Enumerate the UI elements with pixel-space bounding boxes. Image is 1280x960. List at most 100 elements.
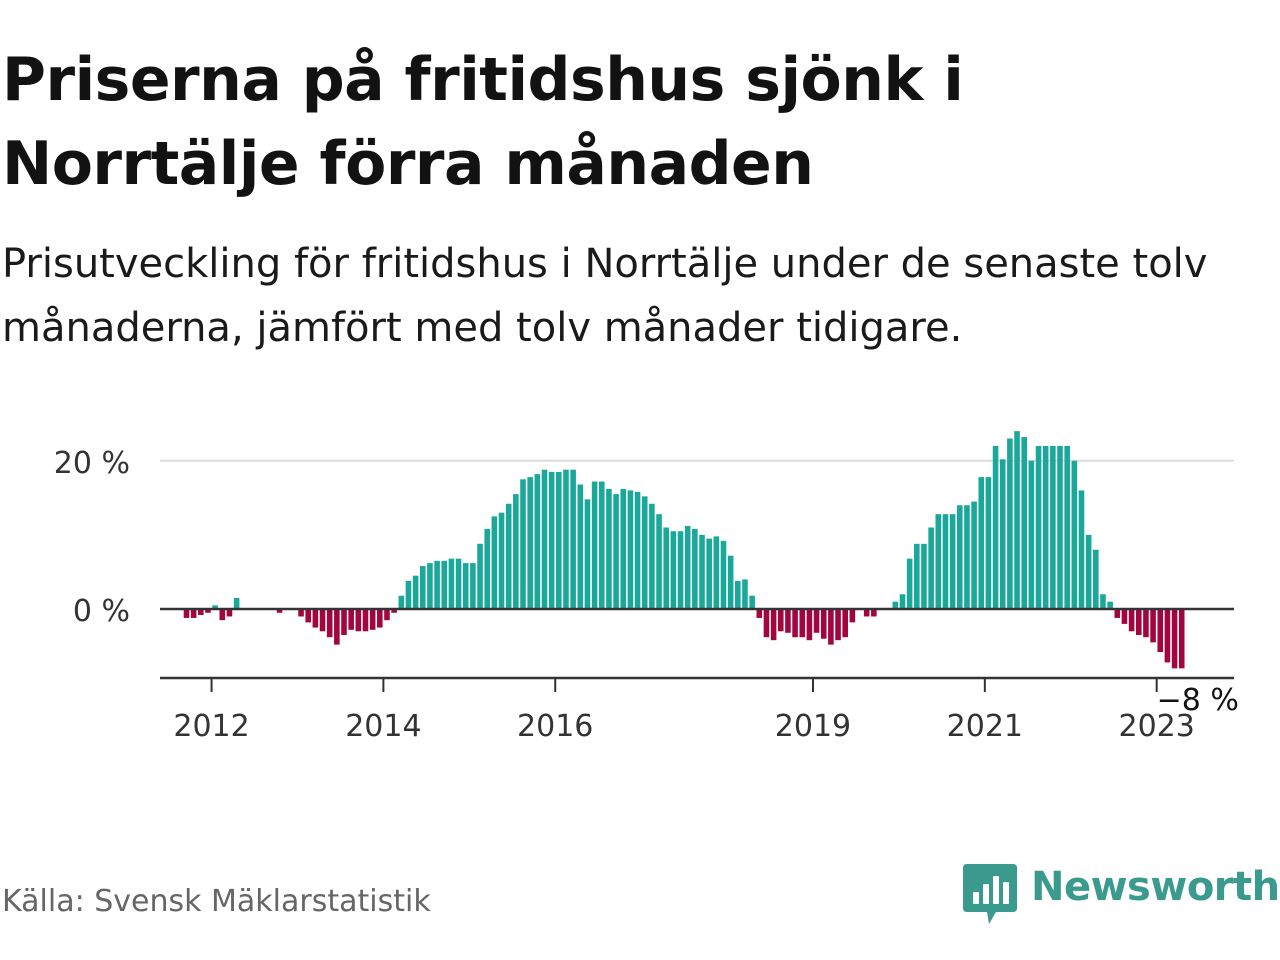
bar xyxy=(412,575,419,610)
bar xyxy=(978,477,985,610)
bar xyxy=(548,471,555,610)
chart-title: Priserna på fritidshus sjönk i Norrtälje… xyxy=(2,45,964,199)
bar-chart: 0 %20 %2012 2014 2016 2019 2021 2023−8 %−8 % xyxy=(54,431,1243,744)
bar xyxy=(1085,534,1092,610)
newsworthy-logo-icon xyxy=(963,864,1017,924)
bar xyxy=(1135,609,1142,635)
bar xyxy=(1050,445,1056,610)
bar xyxy=(491,516,498,610)
bar xyxy=(598,481,605,610)
bar xyxy=(949,514,956,610)
bar xyxy=(419,566,426,610)
bar xyxy=(513,494,519,610)
x-tick-label: 2019 xyxy=(775,709,851,744)
bar xyxy=(956,505,963,610)
bar xyxy=(871,609,877,617)
bar xyxy=(942,514,949,610)
bar xyxy=(298,609,304,617)
bar xyxy=(813,609,820,633)
bar xyxy=(649,503,655,610)
bar xyxy=(505,503,512,610)
bar xyxy=(770,609,777,641)
bar xyxy=(1100,594,1106,610)
bar xyxy=(663,527,669,610)
bar xyxy=(183,609,190,618)
bar xyxy=(484,528,490,610)
bar xyxy=(369,609,376,630)
bar xyxy=(190,609,197,618)
brand-name: Newsworthy xyxy=(1031,864,1280,910)
bar xyxy=(799,609,806,638)
bar xyxy=(1014,431,1020,610)
bar xyxy=(341,609,347,635)
bar xyxy=(627,490,634,610)
last-value-label: −8 % xyxy=(1157,683,1239,718)
x-tick-label: 2016 xyxy=(517,709,593,744)
bar xyxy=(899,594,906,610)
bar xyxy=(892,601,899,610)
bar xyxy=(777,609,784,632)
bar xyxy=(319,609,326,632)
bar xyxy=(1078,490,1085,610)
bar xyxy=(334,609,340,645)
bar xyxy=(563,469,569,610)
bar xyxy=(584,499,591,610)
bar xyxy=(462,563,469,610)
bar xyxy=(756,609,763,618)
bar xyxy=(1021,437,1027,610)
x-tick-label: 2014 xyxy=(345,709,421,744)
bar xyxy=(1064,445,1070,610)
bar xyxy=(928,527,934,610)
bar xyxy=(384,609,390,621)
bar xyxy=(219,609,226,621)
bar xyxy=(1007,438,1013,610)
bar xyxy=(448,558,455,610)
bar xyxy=(1171,609,1178,669)
bar xyxy=(427,563,433,610)
y-tick-label: 20 % xyxy=(54,446,130,481)
bar xyxy=(326,609,333,638)
bar xyxy=(763,609,770,638)
bar xyxy=(1178,609,1185,669)
bar xyxy=(806,609,813,641)
bar xyxy=(820,609,827,639)
bar xyxy=(634,491,641,610)
bar xyxy=(534,474,541,610)
bar xyxy=(233,597,240,610)
bar xyxy=(312,609,319,628)
bar xyxy=(477,543,483,610)
bar xyxy=(606,488,612,610)
chart-subtitle: Prisutveckling för fritidshus i Norrtälj… xyxy=(2,241,1208,351)
bar xyxy=(541,469,548,610)
bar xyxy=(455,558,462,610)
last-value-halo: −8 % xyxy=(1157,683,1239,718)
bar xyxy=(520,479,526,610)
bar xyxy=(964,505,970,610)
bar xyxy=(1028,460,1035,610)
bar xyxy=(842,609,848,638)
bar xyxy=(828,609,834,645)
bar xyxy=(377,609,383,628)
bar xyxy=(470,563,476,610)
bar xyxy=(706,538,712,610)
y-tick-label: 0 % xyxy=(73,594,130,629)
bar xyxy=(498,512,505,610)
bar xyxy=(935,514,942,610)
bar xyxy=(735,580,741,610)
bar xyxy=(785,609,791,633)
bar xyxy=(1164,609,1171,663)
bar xyxy=(570,469,576,610)
bar xyxy=(914,543,920,610)
bar xyxy=(921,543,927,610)
newsworthy-brand[interactable]: Newsworthy xyxy=(963,862,1280,926)
bar xyxy=(1114,609,1121,618)
bar xyxy=(727,555,734,610)
bar xyxy=(1057,445,1063,610)
bar xyxy=(1157,609,1164,653)
bar xyxy=(742,579,748,610)
bar xyxy=(441,560,448,610)
bar xyxy=(391,609,397,613)
bar xyxy=(699,534,705,610)
bar xyxy=(613,494,619,610)
bar xyxy=(999,459,1006,610)
